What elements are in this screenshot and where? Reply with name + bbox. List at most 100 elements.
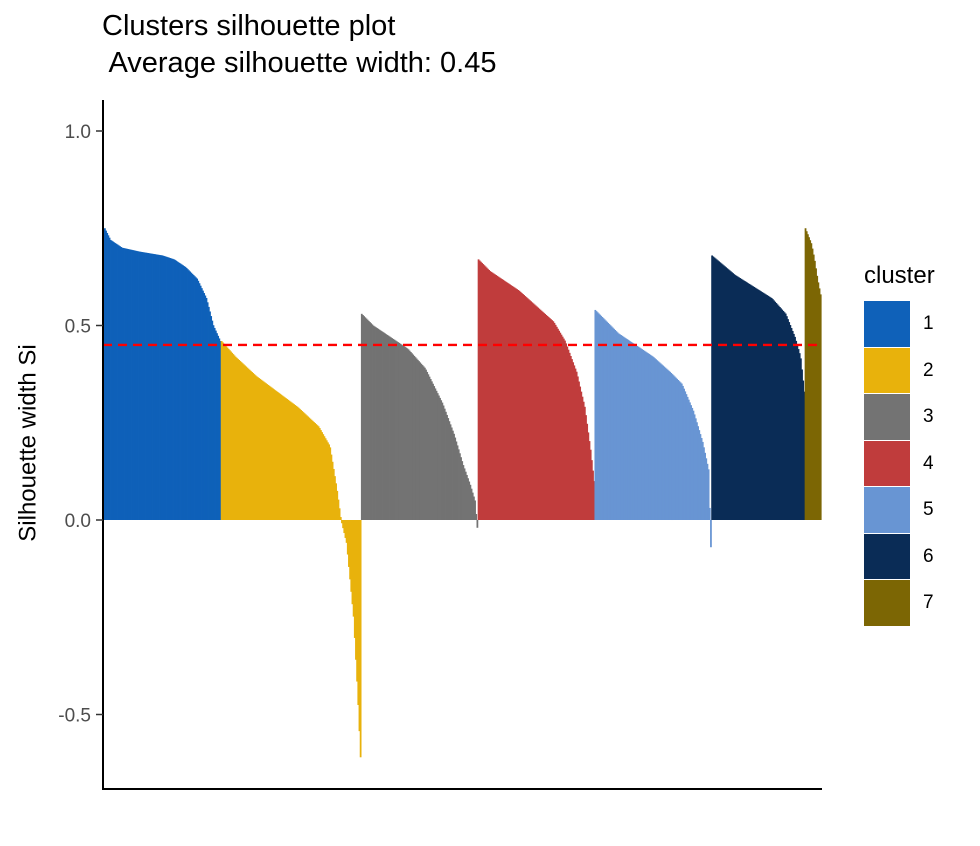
- silhouette-bar: [789, 325, 792, 520]
- silhouette-bar: [630, 342, 633, 520]
- silhouette-bar: [351, 520, 354, 605]
- silhouette-bar: [414, 357, 417, 520]
- silhouette-bar: [585, 415, 587, 520]
- silhouette-bar: [818, 288, 821, 520]
- silhouette-bar: [795, 340, 798, 520]
- silhouette-bar: [649, 354, 652, 520]
- silhouette-bar: [455, 441, 458, 520]
- silhouette-bar: [608, 324, 611, 520]
- silhouette-bar: [610, 326, 613, 520]
- silhouette-bar: [461, 461, 464, 520]
- legend-label: 3: [923, 406, 934, 428]
- silhouette-bar: [193, 276, 196, 520]
- silhouette-bar: [260, 379, 263, 520]
- silhouette-bar: [468, 481, 471, 520]
- silhouette-bar: [287, 399, 290, 520]
- silhouette-bar: [402, 346, 405, 520]
- silhouette-bar: [459, 453, 461, 520]
- silhouette-bar: [327, 442, 329, 520]
- silhouette-bar: [547, 317, 550, 520]
- silhouette-bar: [648, 353, 650, 520]
- silhouette-bar: [120, 247, 123, 520]
- silhouette-bar: [249, 370, 252, 520]
- silhouette-bar: [819, 294, 822, 520]
- silhouette-bar: [221, 342, 224, 520]
- silhouette-bar: [419, 362, 422, 520]
- silhouette-bar: [253, 374, 256, 520]
- silhouette-bar: [130, 249, 133, 520]
- silhouette-bar: [267, 385, 270, 520]
- y-tick-label: 0.0: [65, 511, 91, 532]
- silhouette-bar: [247, 368, 250, 520]
- silhouette-bar: [123, 248, 126, 520]
- silhouette-bar: [114, 243, 117, 520]
- silhouette-bar: [621, 335, 624, 520]
- silhouette-bar: [460, 457, 462, 520]
- silhouette-bar: [158, 254, 161, 521]
- silhouette-bar: [188, 270, 190, 520]
- silhouette-bar: [192, 275, 195, 520]
- silhouette-bar: [297, 407, 300, 520]
- silhouette-bar: [697, 426, 699, 520]
- silhouette-bar: [353, 520, 356, 638]
- silhouette-bar: [601, 317, 604, 520]
- silhouette-bar: [116, 244, 119, 521]
- silhouette-bar: [268, 385, 271, 520]
- silhouette-bar: [704, 452, 706, 520]
- silhouette-bar: [210, 316, 213, 520]
- silhouette-bar: [311, 420, 314, 520]
- silhouette-bar: [816, 275, 819, 520]
- silhouette-bar: [636, 346, 639, 520]
- silhouette-bar: [566, 346, 569, 520]
- silhouette-bar: [721, 264, 724, 520]
- silhouette-bar: [590, 460, 593, 520]
- silhouette-bar: [230, 351, 232, 520]
- silhouette-bar: [211, 320, 214, 520]
- silhouette-bar: [553, 322, 556, 520]
- silhouette-bar: [331, 461, 334, 520]
- silhouette-bar: [146, 252, 148, 520]
- silhouette-bar: [136, 251, 139, 520]
- silhouette-bar: [638, 347, 641, 520]
- silhouette-bar: [490, 271, 493, 520]
- silhouette-bar: [153, 254, 155, 520]
- silhouette-bar: [782, 310, 785, 520]
- legend-label: 4: [923, 452, 934, 474]
- silhouette-bar: [273, 389, 276, 520]
- silhouette-bar: [750, 285, 753, 520]
- silhouette-bar: [813, 260, 816, 520]
- silhouette-bar: [301, 411, 304, 520]
- legend-label: 7: [923, 592, 934, 614]
- silhouette-bar: [537, 307, 540, 520]
- silhouette-bar: [261, 380, 264, 520]
- silhouette-bar: [456, 445, 459, 520]
- silhouette-bar: [367, 320, 370, 520]
- silhouette-bar: [540, 310, 543, 520]
- silhouette-bar: [219, 341, 222, 520]
- silhouette-bar: [399, 343, 402, 520]
- silhouette-bar: [675, 377, 677, 520]
- silhouette-bar: [524, 296, 527, 520]
- silhouette-bar: [429, 379, 432, 520]
- silhouette-bar: [182, 265, 185, 520]
- silhouette-bar: [561, 336, 564, 520]
- silhouette-bar: [617, 333, 620, 520]
- silhouette-bar: [501, 278, 503, 520]
- silhouette-bar: [330, 454, 333, 520]
- silhouette-bar: [200, 288, 203, 520]
- silhouette-bar: [764, 294, 767, 520]
- silhouette-bar: [754, 287, 757, 520]
- silhouette-bar: [768, 296, 771, 520]
- silhouette-bar: [560, 334, 563, 520]
- silhouette-bar: [450, 427, 453, 520]
- silhouette-bar: [766, 295, 768, 520]
- silhouette-bar: [805, 231, 808, 521]
- silhouette-bar: [574, 368, 577, 520]
- silhouette-bar: [451, 430, 454, 520]
- silhouette-bar: [113, 242, 116, 520]
- silhouette-bar: [106, 232, 109, 520]
- silhouette-bar: [385, 334, 388, 520]
- silhouette-bar: [426, 371, 429, 520]
- silhouette-bar: [592, 470, 594, 520]
- silhouette-bar: [252, 373, 255, 520]
